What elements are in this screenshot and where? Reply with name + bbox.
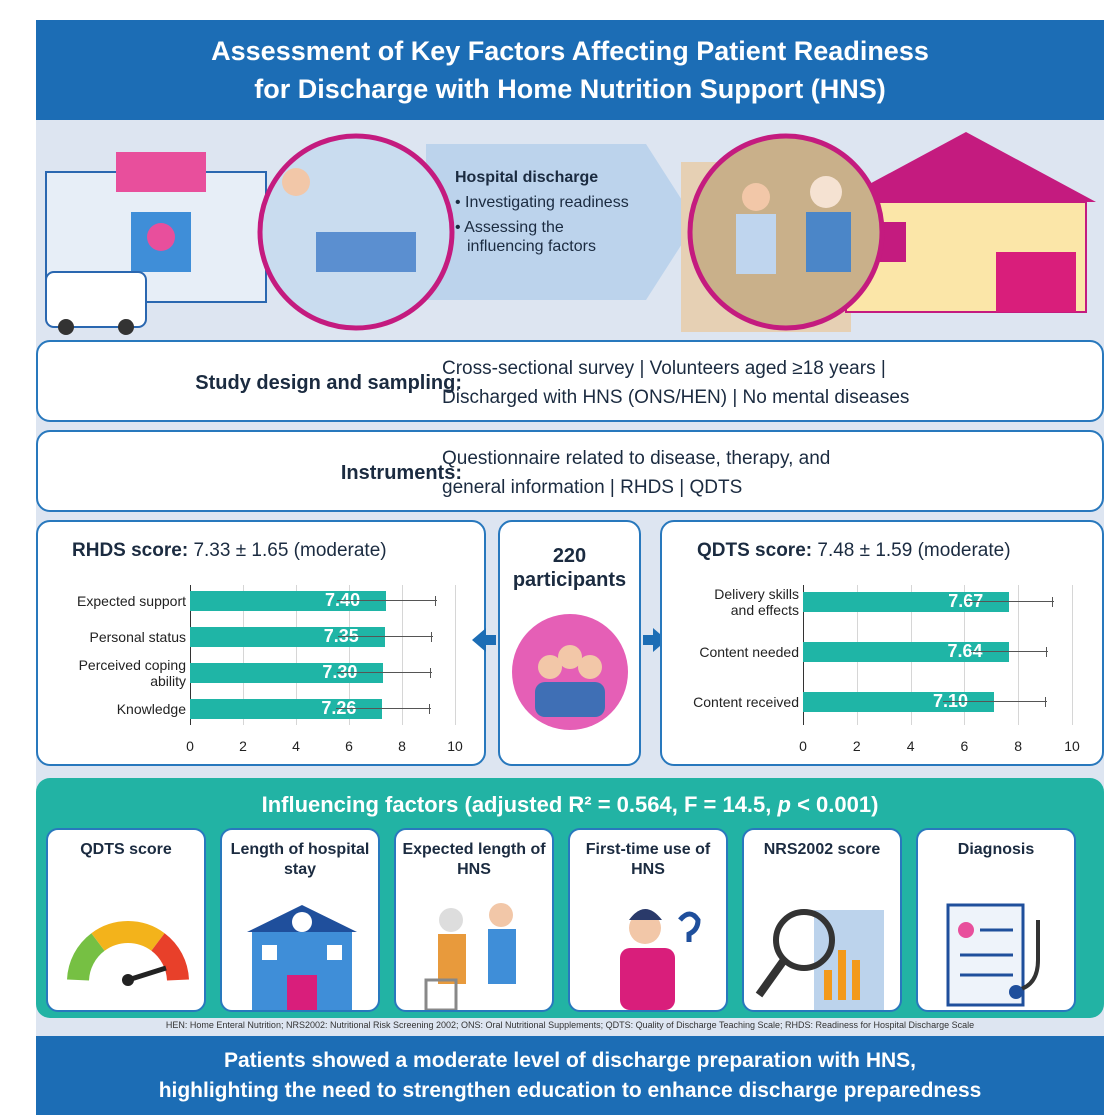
text-line: general information | RHDS | QDTS: [442, 473, 830, 502]
error-cap: [1052, 597, 1053, 607]
x-tick-label: 4: [907, 738, 915, 754]
x-tick-label: 4: [292, 738, 300, 754]
value-label: 7.67: [803, 591, 983, 612]
footnote: HEN: Home Enteral Nutrition; NRS2002: Nu…: [36, 1020, 1104, 1030]
factor: NRS2002 score: [748, 840, 896, 860]
value-label: 7.35: [190, 626, 359, 647]
chart-title: QDTS score: 7.48 ± 1.59 (moderate): [697, 540, 1011, 562]
grid-line: [1018, 585, 1019, 725]
participants-count: 220: [500, 544, 639, 568]
factor-card: Length of hospital stay: [220, 828, 380, 1012]
error-cap: [429, 704, 430, 714]
chart-title: RHDS score: 7.33 ± 1.65 (moderate): [72, 540, 387, 562]
value-label: 7.64: [803, 641, 983, 662]
error-cap: [435, 596, 436, 606]
error-bar: [336, 708, 431, 709]
x-tick-label: 2: [853, 738, 861, 754]
factor-card: Expected length of HNS: [394, 828, 554, 1012]
factor: Diagnosis: [922, 840, 1070, 860]
discharge-item: • Investigating readiness: [455, 193, 635, 212]
gauge-icon: [58, 900, 198, 1000]
category-label: Personal status: [76, 621, 186, 653]
grid-line: [402, 585, 403, 725]
title-part: p: [778, 792, 791, 817]
factor-card: First-time use of HNS: [568, 828, 728, 1012]
x-tick-label: 6: [345, 738, 353, 754]
x-tick-label: 0: [799, 738, 807, 754]
text-line: Questionnaire related to disease, therap…: [442, 444, 830, 473]
confused-icon: [580, 900, 720, 1010]
chart-title-label: QDTS score:: [697, 540, 812, 561]
instruments-text: Questionnaire related to disease, therap…: [442, 444, 830, 502]
discharge: Hospital discharge • Investigating readi…: [455, 168, 635, 262]
category-label: Perceived coping ability: [76, 657, 186, 689]
value-label: 7.40: [190, 590, 360, 611]
title-line: Assessment of Key Factors Affecting Pati…: [36, 32, 1104, 70]
factor: QDTS score: [52, 840, 200, 860]
x-tick-label: 0: [186, 738, 194, 754]
x-tick-label: 10: [1064, 738, 1080, 754]
x-tick-label: 6: [960, 738, 968, 754]
factor-card: NRS2002 score: [742, 828, 902, 1012]
magnifier-icon: [754, 900, 894, 1010]
design-text: Cross-sectional survey | Volunteers aged…: [442, 354, 909, 412]
x-tick-label: 10: [447, 738, 463, 754]
category-label: Delivery skills and effects: [689, 586, 799, 618]
text-line: Cross-sectional survey | Volunteers aged…: [442, 354, 909, 383]
error-cap: [1045, 697, 1046, 707]
category-label: Expected support: [76, 585, 186, 617]
error-bar: [966, 601, 1054, 602]
chart-subtitle: 7.33 ± 1.65 (moderate): [193, 540, 386, 561]
factor-card: Diagnosis: [916, 828, 1076, 1012]
error-cap: [431, 632, 432, 642]
design-box: Study design and sampling: Cross-section…: [36, 340, 1104, 422]
factor: First-time use of HNS: [574, 840, 722, 880]
caregiver-icon: [406, 900, 546, 1010]
category-label: Content received: [689, 686, 799, 718]
header: Assessment of Key Factors Affecting Pati…: [36, 20, 1104, 120]
value-label: 7.26: [190, 698, 356, 719]
factor: Length of hospital stay: [226, 840, 374, 880]
value-label: 7.30: [190, 662, 357, 683]
discharge-item: • Assessing the influencing factors: [455, 218, 635, 256]
clipboard-icon: [928, 900, 1068, 1010]
arrows: [472, 628, 667, 652]
design-label: Study design and sampling:: [195, 372, 462, 395]
conclusion-line: Patients showed a moderate level of disc…: [36, 1046, 1104, 1076]
x-tick-label: 2: [239, 738, 247, 754]
error-cap: [430, 668, 431, 678]
title-part: Influencing factors (adjusted R² = 0.564…: [262, 792, 778, 817]
hospital-icon: [232, 900, 372, 1010]
title-line: for Discharge with Home Nutrition Suppor…: [36, 70, 1104, 108]
error-bar: [943, 701, 1047, 702]
grid-line: [455, 585, 456, 725]
factor: Expected length of HNS: [400, 840, 548, 880]
error-bar: [337, 672, 432, 673]
chart-title-label: RHDS score:: [72, 540, 188, 561]
discharge-list: • Investigating readiness • Assessing the…: [455, 193, 635, 256]
conclusion-line: highlighting the need to strengthen educ…: [36, 1076, 1104, 1106]
page: Assessment of Key Factors Affecting Pati…: [0, 0, 1104, 1115]
error-bar: [337, 600, 437, 601]
error-cap: [1046, 647, 1047, 657]
factor-card: QDTS score: [46, 828, 206, 1012]
error-bar: [971, 651, 1048, 652]
conclusion: Patients showed a moderate level of disc…: [36, 1036, 1104, 1115]
category-label: Knowledge: [76, 693, 186, 725]
chart-subtitle: 7.48 ± 1.59 (moderate): [817, 540, 1010, 561]
x-tick-label: 8: [398, 738, 406, 754]
title-part: < 0.001): [791, 792, 878, 817]
instruments-box: Instruments: Questionnaire related to di…: [36, 430, 1104, 512]
participants-label: participants: [500, 568, 639, 592]
category-label: Content needed: [689, 636, 799, 668]
text-line: Discharged with HNS (ONS/HEN) | No menta…: [442, 383, 909, 412]
influencing-title: Influencing factors (adjusted R² = 0.564…: [36, 792, 1104, 818]
discharge-title: Hospital discharge: [455, 168, 635, 187]
grid-line: [1072, 585, 1073, 725]
x-tick-label: 8: [1014, 738, 1022, 754]
error-bar: [338, 636, 433, 637]
